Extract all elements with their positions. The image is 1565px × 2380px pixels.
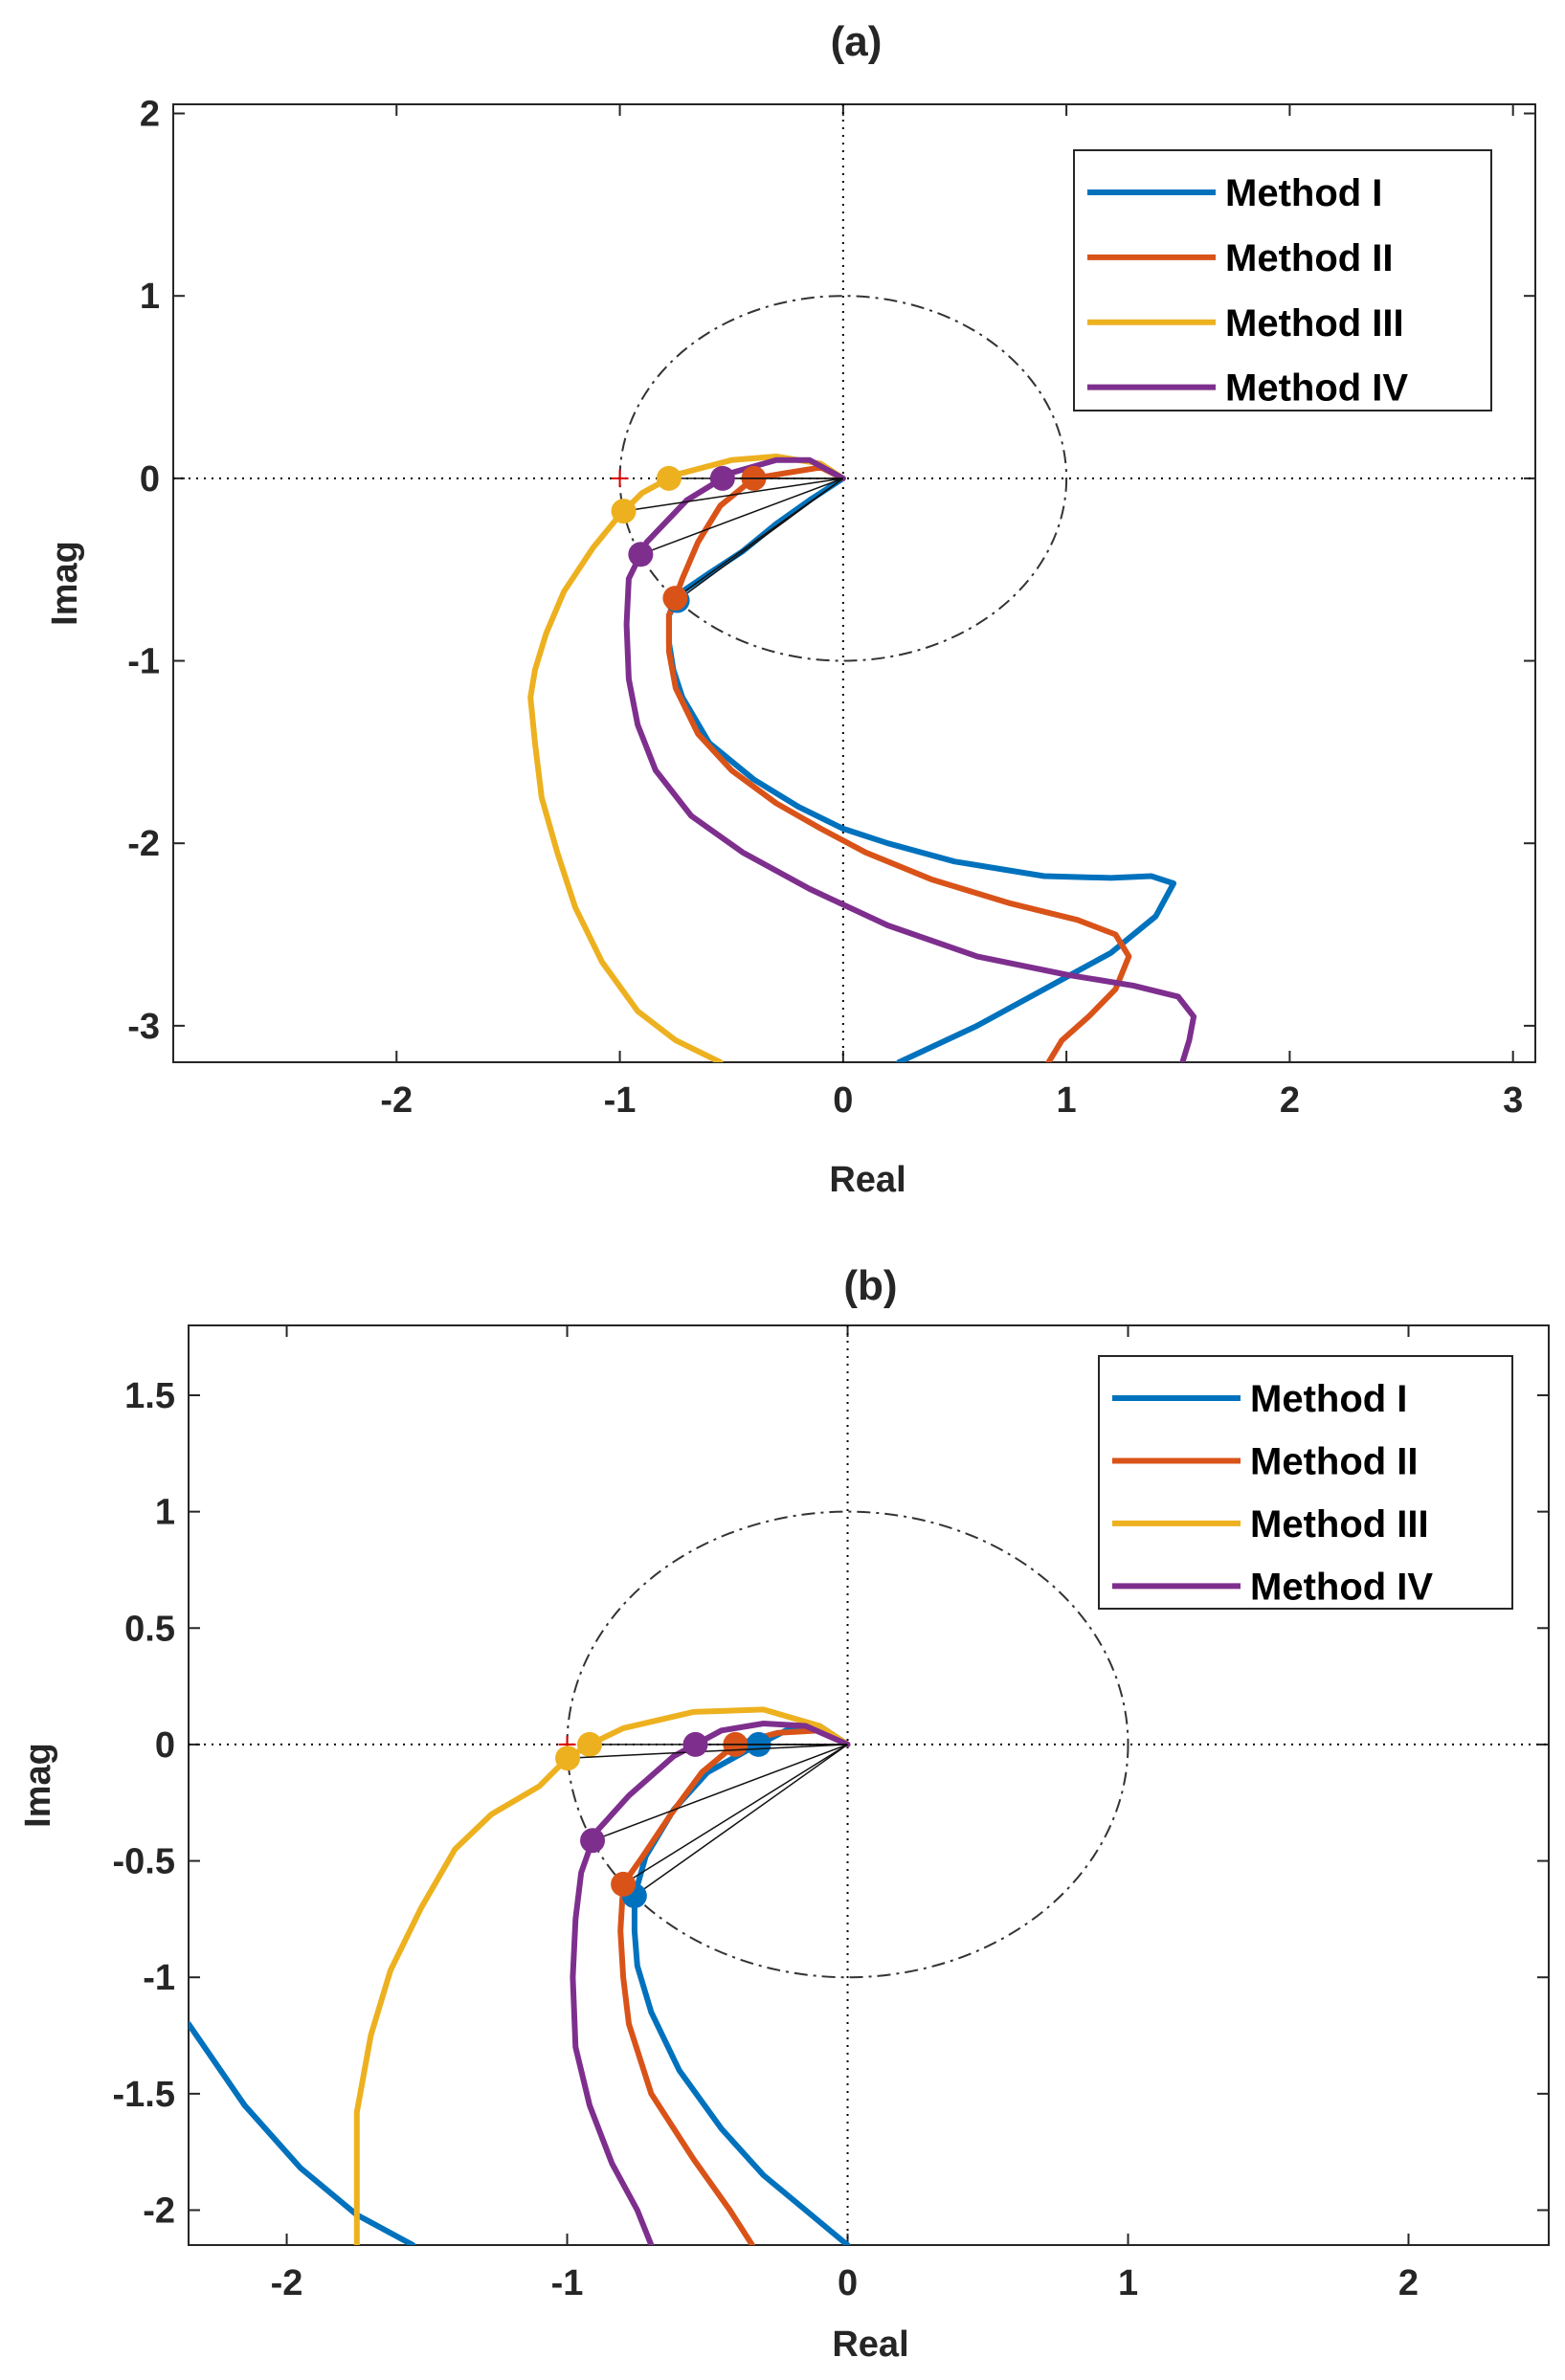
chart-title: (a) xyxy=(831,18,883,65)
x-tick-label: -2 xyxy=(271,2263,303,2303)
legend-label-method-i: Method I xyxy=(1225,172,1382,214)
critical-point-marker xyxy=(611,469,629,487)
series-line-method-iii xyxy=(353,1706,851,2245)
plot-content xyxy=(173,104,1535,1062)
x-tick-label: 2 xyxy=(1398,2263,1419,2303)
series-line-method-iii xyxy=(527,454,846,1062)
x-tick-label: 2 xyxy=(1280,1080,1300,1121)
gain-margin-point-method-iv xyxy=(682,1731,708,1757)
x-tick-label: -1 xyxy=(604,1080,637,1121)
x-tick-label: 1 xyxy=(1057,1080,1077,1121)
series-line-method-ii xyxy=(665,464,1132,1062)
y-tick-label: -2 xyxy=(127,824,160,864)
phase-margin-point-method-iv xyxy=(580,1828,606,1854)
gain-margin-point-method-iii xyxy=(656,465,682,491)
x-tick-label: 1 xyxy=(1118,2263,1138,2303)
x-tick-label: 3 xyxy=(1503,1080,1523,1121)
margin-vector-method-ii xyxy=(622,1744,848,1885)
y-axis-label: Imag xyxy=(18,1743,58,1828)
y-tick-label: 1 xyxy=(140,277,160,317)
gain-margin-point-method-iii xyxy=(576,1731,602,1757)
x-axis-label: Real xyxy=(832,2324,908,2365)
margin-vector-method-i xyxy=(634,1744,848,1897)
margin-vector-method-iii xyxy=(623,478,843,512)
x-tick-label: 0 xyxy=(833,1080,853,1121)
plot-content xyxy=(189,1325,1549,2245)
legend-label-method-ii: Method II xyxy=(1225,237,1394,279)
legend-label-method-iii: Method III xyxy=(1250,1503,1429,1546)
legend-label-method-iii: Method III xyxy=(1225,302,1404,345)
y-axis-label: Imag xyxy=(45,541,85,626)
x-tick-label: -1 xyxy=(551,2263,584,2303)
y-tick-label: -0.5 xyxy=(113,1842,175,1882)
y-tick-label: 2 xyxy=(140,95,160,135)
margin-vector-method-iv xyxy=(592,1744,848,1841)
legend-label-method-iv: Method IV xyxy=(1250,1566,1433,1608)
subplot-b: (b) -2 -1 0 1 2 -2 -1.5 -1 -0.5 0 0.5 1 1.5 Real Imag Me… xyxy=(18,1262,1550,2365)
legend-label-method-ii: Method II xyxy=(1250,1440,1419,1482)
phase-margin-point-method-ii xyxy=(662,586,688,612)
y-tick-label: -3 xyxy=(127,1007,160,1047)
x-tick-label: -2 xyxy=(380,1080,413,1121)
margin-vector-method-ii xyxy=(674,478,844,599)
margin-vector-method-iii xyxy=(568,1744,848,1759)
legend-label-method-i: Method I xyxy=(1250,1378,1407,1420)
y-tick-label: 1 xyxy=(155,1493,175,1533)
legend-label-method-iv: Method IV xyxy=(1225,367,1408,410)
gain-margin-point-method-iv xyxy=(709,465,735,491)
y-tick-label: -1 xyxy=(127,642,160,682)
chart-title: (b) xyxy=(843,1262,897,1309)
series-line-method-iv xyxy=(570,1721,851,2245)
phase-margin-point-method-iii xyxy=(555,1746,581,1771)
y-tick-label: 0 xyxy=(155,1725,175,1766)
phase-margin-point-method-ii xyxy=(611,1871,637,1897)
phase-margin-point-method-iv xyxy=(628,542,654,567)
legend: Method I Method II Method III Method IV xyxy=(1073,149,1492,411)
y-tick-label: 0.5 xyxy=(124,1609,175,1649)
x-tick-label: 0 xyxy=(838,2263,858,2303)
x-axis-label: Real xyxy=(829,1160,905,1200)
margin-vector-method-iv xyxy=(640,478,844,555)
legend: Method I Method II Method III Method IV xyxy=(1098,1355,1513,1610)
series-branch-method-i xyxy=(189,2020,416,2245)
phase-margin-point-method-iii xyxy=(611,499,637,524)
y-tick-label: 1.5 xyxy=(124,1376,175,1416)
y-tick-label: 0 xyxy=(140,459,160,500)
y-tick-label: -1 xyxy=(143,1958,175,1998)
y-tick-label: -2 xyxy=(143,2191,175,2232)
series-line-method-iv xyxy=(623,456,1197,1062)
y-tick-label: -1.5 xyxy=(113,2075,175,2115)
